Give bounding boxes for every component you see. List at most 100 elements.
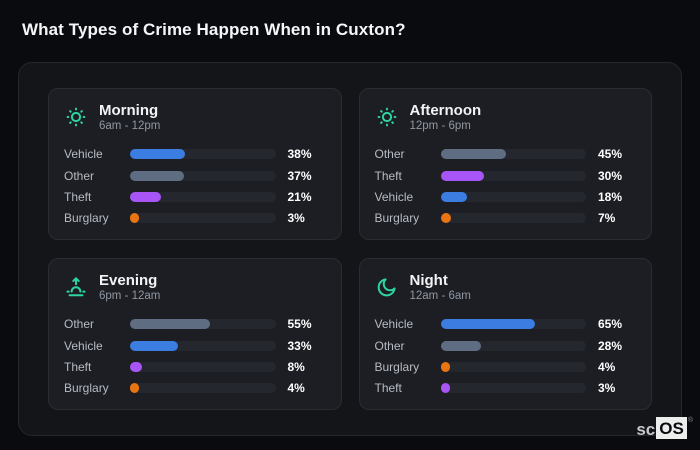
- bar-fill: [130, 213, 139, 223]
- bar-value: 55%: [287, 317, 312, 332]
- time-card-afternoon: Afternoon 12pm - 6pm Other 45% Theft 30% Vehic…: [358, 88, 652, 240]
- bar-value: 30%: [598, 168, 623, 183]
- card-header: Evening 6pm - 12am: [62, 270, 328, 302]
- sun-icon: [375, 105, 399, 129]
- bar-label: Other: [64, 317, 95, 332]
- time-card-evening: Evening 6pm - 12am Other 55% Vehicle 33% Theft…: [48, 258, 342, 410]
- logo-text-os: OS: [656, 417, 687, 439]
- bar-label: Theft: [374, 168, 402, 183]
- bar-track: [440, 361, 586, 372]
- bar-fill: [440, 191, 467, 202]
- moon-icon: [375, 275, 399, 299]
- bar-label: Vehicle: [374, 189, 414, 204]
- bar-label: Other: [374, 338, 405, 353]
- card-title: Night: [409, 272, 448, 289]
- bar-value: 65%: [598, 317, 623, 332]
- bar-rows: Vehicle 38% Other 37% Theft 21% Burglary 3%: [62, 147, 328, 227]
- bar-value: 33%: [287, 338, 312, 353]
- bar-track: [440, 191, 586, 202]
- bar-label: Theft: [374, 381, 402, 395]
- card-header: Night 12am - 6am: [373, 270, 639, 302]
- bar-row-vehicle: Vehicle 38%: [64, 147, 326, 161]
- sun-icon: [64, 105, 88, 129]
- card-header: Afternoon 12pm - 6pm: [373, 100, 639, 132]
- card-subtitle: 12am - 6am: [409, 290, 471, 303]
- bar-value: 37%: [287, 168, 312, 183]
- bar-row-burglary: Burglary 4%: [64, 381, 326, 395]
- time-card-morning: Morning 6am - 12pm Vehicle 38% Other 37% Theft…: [48, 88, 342, 240]
- bar-fill: [130, 170, 184, 181]
- bar-track: [440, 170, 586, 181]
- bar-track: [130, 170, 276, 181]
- registered-trademark-icon: ®: [687, 417, 693, 424]
- bar-label: Theft: [64, 359, 92, 374]
- bar-label: Vehicle: [374, 317, 414, 332]
- bar-track: [130, 191, 276, 202]
- bar-fill: [130, 319, 211, 330]
- bar-track: [130, 319, 276, 330]
- card-subtitle: 12pm - 6pm: [409, 120, 471, 133]
- bar-label: Vehicle: [64, 338, 103, 353]
- bar-track: [130, 213, 276, 223]
- bar-label: Burglary: [64, 381, 109, 395]
- bar-fill: [130, 149, 186, 160]
- card-subtitle: 6pm - 12am: [99, 290, 161, 303]
- bar-fill: [440, 383, 450, 393]
- bar-fill: [130, 340, 178, 351]
- bar-label: Vehicle: [64, 147, 103, 162]
- logo-text-sc: sc: [636, 420, 656, 439]
- bar-track: [130, 340, 276, 351]
- bar-track: [440, 383, 586, 393]
- bar-fill: [130, 383, 139, 393]
- bar-fill: [440, 213, 451, 223]
- bar-rows: Vehicle 65% Other 28% Burglary 4% Theft 3%: [373, 317, 639, 397]
- bar-label: Other: [64, 168, 95, 183]
- bar-row-other: Other 28%: [375, 339, 637, 353]
- bar-value: 38%: [287, 147, 312, 162]
- bar-track: [440, 213, 586, 223]
- bar-rows: Other 45% Theft 30% Vehicle 18% Burglary 7%: [373, 147, 639, 227]
- bar-value: 8%: [287, 359, 305, 374]
- bar-label: Theft: [64, 189, 92, 204]
- bar-value: 4%: [598, 359, 616, 374]
- bar-fill: [440, 149, 506, 160]
- bar-value: 7%: [598, 211, 616, 225]
- bar-row-burglary: Burglary 4%: [375, 360, 637, 374]
- bar-row-burglary: Burglary 3%: [64, 211, 326, 225]
- bar-fill: [440, 170, 485, 181]
- scos-logo: sc OS ®: [636, 417, 693, 439]
- card-subtitle: 6am - 12pm: [99, 120, 161, 133]
- bar-value: 28%: [598, 338, 623, 353]
- bar-label: Burglary: [374, 211, 420, 225]
- bar-value: 45%: [598, 147, 623, 162]
- bar-row-burglary: Burglary 7%: [375, 211, 637, 225]
- bar-value: 21%: [287, 189, 312, 204]
- card-grid: Morning 6am - 12pm Vehicle 38% Other 37% Theft…: [19, 63, 681, 435]
- card-header: Morning 6am - 12pm: [62, 100, 328, 132]
- bar-track: [440, 149, 586, 160]
- bar-fill: [440, 361, 450, 372]
- bar-rows: Other 55% Vehicle 33% Theft 8% Burglary 4%: [62, 317, 328, 397]
- bar-row-theft: Theft 3%: [375, 381, 637, 395]
- bar-row-vehicle: Vehicle 65%: [375, 317, 637, 331]
- sunrise-icon: [64, 275, 88, 299]
- bar-row-other: Other 55%: [64, 317, 326, 331]
- bar-label: Burglary: [64, 211, 109, 225]
- bar-row-theft: Theft 8%: [64, 360, 326, 374]
- bar-row-other: Other 45%: [375, 147, 637, 161]
- bar-track: [130, 361, 276, 372]
- bar-track: [130, 149, 276, 160]
- bar-fill: [440, 340, 482, 351]
- bar-row-theft: Theft 30%: [375, 169, 637, 183]
- card-title: Morning: [99, 102, 159, 119]
- bar-row-other: Other 37%: [64, 169, 326, 183]
- time-card-night: Night 12am - 6am Vehicle 65% Other 28% Burglar…: [358, 258, 652, 410]
- bar-value: 3%: [598, 381, 616, 395]
- bar-value: 3%: [287, 211, 305, 225]
- bar-fill: [440, 319, 536, 330]
- bar-fill: [130, 361, 142, 372]
- bar-track: [130, 383, 276, 393]
- card-title: Afternoon: [409, 102, 482, 119]
- page-title: What Types of Crime Happen When in Cuxto…: [22, 20, 406, 39]
